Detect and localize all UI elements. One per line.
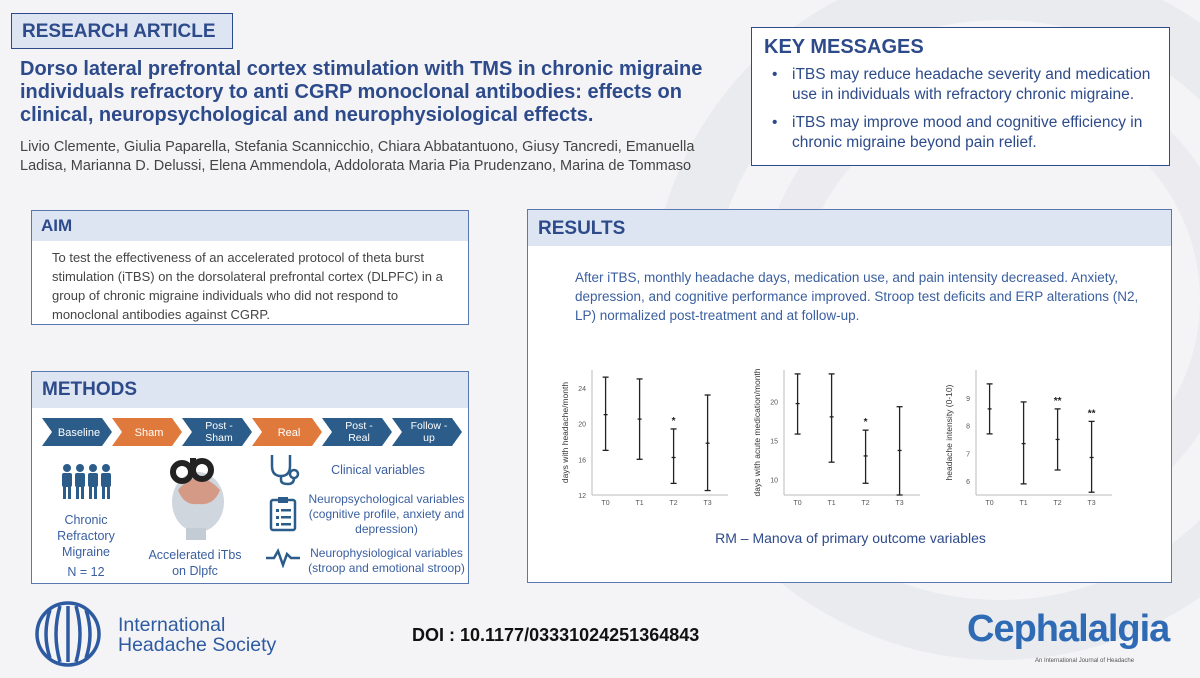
key-messages-heading: KEY MESSAGES <box>764 36 924 58</box>
y-axis-label: days with acute medication/month <box>752 368 762 496</box>
aim-text: To test the effectiveness of an accelera… <box>52 250 443 322</box>
aim-heading: AIM <box>32 211 468 241</box>
x-tick-label: T1 <box>636 500 644 507</box>
society-name: International Headache Society <box>118 614 277 656</box>
results-box: RESULTS After iTBS, monthly headache day… <box>527 209 1172 583</box>
timeline-step <box>322 418 392 446</box>
significance-marker: * <box>864 417 868 428</box>
timeline-step-label: Post - <box>205 420 233 432</box>
y-tick-label: 20 <box>578 422 586 429</box>
study-timeline: Baseline Sham Post - Sham Real Post - Real Foll… <box>42 418 462 446</box>
variable-neurophysiological: Neurophysiological variables (stroop and… <box>308 546 465 575</box>
y-tick-label: 24 <box>578 386 586 393</box>
timeline-step-label: up <box>423 432 435 444</box>
key-message-item: iTBS may reduce headache severity and me… <box>764 65 1157 105</box>
y-axis-label: days with headache/month <box>560 382 570 483</box>
y-tick-label: 15 <box>770 438 778 445</box>
key-messages-list: iTBS may reduce headache severity and me… <box>764 65 1157 153</box>
methods-heading: METHODS <box>32 372 468 408</box>
key-messages-box: KEY MESSAGES iTBS may reduce headache se… <box>751 27 1170 166</box>
timeline-step-label: Sham <box>135 427 164 439</box>
x-tick-label: T3 <box>896 500 904 507</box>
significance-marker: ** <box>1054 396 1062 407</box>
journal-logo-text: Cephalalgia <box>967 608 1170 650</box>
timeline-step-label: Real <box>348 432 370 444</box>
timeline-step <box>112 418 182 446</box>
significance-marker: ** <box>1088 408 1096 419</box>
stethoscope-icon <box>270 455 300 486</box>
y-tick-label: 7 <box>966 451 970 458</box>
timeline-step <box>182 418 252 446</box>
x-tick-label: T0 <box>794 500 802 507</box>
x-tick-label: T0 <box>602 500 610 507</box>
significance-marker: * <box>672 416 676 427</box>
y-axis-label: headache intensity (0-10) <box>944 384 954 480</box>
timeline-step <box>252 418 322 446</box>
y-tick-label: 16 <box>578 457 586 464</box>
outcome-chart: days with acute medication/month 10 15 20 T0… <box>752 368 920 507</box>
x-tick-label: T1 <box>1020 500 1028 507</box>
variable-clinical: Clinical variables <box>331 463 425 477</box>
timeline-step-label: Real <box>278 427 301 439</box>
x-tick-label: T0 <box>986 500 994 507</box>
results-heading: RESULTS <box>528 210 1171 246</box>
timeline-step <box>42 418 112 446</box>
chart-caption: RM – Manova of primary outcome variables <box>715 530 986 546</box>
ihs-logo <box>35 601 101 667</box>
variable-neuropsychological: Neuropsychological variables (cognitive … <box>308 492 465 536</box>
y-tick-label: 8 <box>966 424 970 431</box>
timeline-step-label: Sham <box>205 432 233 444</box>
timeline-step-label: Follow - <box>411 420 448 432</box>
patient-group-label: Chronic Refractory Migraine <box>57 513 115 559</box>
y-tick-label: 10 <box>770 477 778 484</box>
timeline-step <box>392 418 462 446</box>
treatment-label: Accelerated iTbs on Dlpfc <box>148 548 242 578</box>
timeline-step-label: Baseline <box>58 427 100 439</box>
outcome-chart: headache intensity (0-10) 6 7 8 9 T0 T1 T2 ** T3 *… <box>944 370 1112 507</box>
article-type-tag: RESEARCH ARTICLE <box>11 13 233 49</box>
key-message-item: iTBS may improve mood and cognitive effi… <box>764 113 1157 153</box>
clipboard-icon <box>269 497 297 532</box>
author-list: Livio Clemente, Giulia Paparella, Stefan… <box>20 139 695 174</box>
patients-icon <box>62 464 111 499</box>
x-tick-label: T2 <box>1054 500 1062 507</box>
x-tick-label: T2 <box>862 500 870 507</box>
y-tick-label: 20 <box>770 399 778 406</box>
methods-box: METHODS Baseline Sham Post - Sham Real Post -… <box>31 371 469 584</box>
doi-text: DOI : 10.1177/03331024251364843 <box>412 625 700 645</box>
tms-head-icon <box>170 458 224 540</box>
y-tick-label: 12 <box>578 493 586 500</box>
outcome-chart: days with headache/month 12 16 20 24 T0 T1 T2 * T… <box>560 370 728 507</box>
x-tick-label: T1 <box>828 500 836 507</box>
outcome-charts: days with headache/month 12 16 20 24 T0 T1 T2 * T… <box>560 368 1112 507</box>
results-summary: After iTBS, monthly headache days, medic… <box>575 270 1139 323</box>
waveform-icon <box>266 548 300 568</box>
y-tick-label: 9 <box>966 396 970 403</box>
x-tick-label: T2 <box>670 500 678 507</box>
sample-size: N = 12 <box>67 565 105 579</box>
article-title: Dorso lateral prefrontal cortex stimulat… <box>20 58 703 126</box>
y-tick-label: 6 <box>966 479 970 486</box>
x-tick-label: T3 <box>1088 500 1096 507</box>
journal-subtitle: An International Journal of Headache <box>1035 658 1135 664</box>
timeline-step-label: Post - <box>345 420 373 432</box>
x-tick-label: T3 <box>704 500 712 507</box>
aim-box: AIM To test the effectiveness of an acce… <box>31 210 469 325</box>
